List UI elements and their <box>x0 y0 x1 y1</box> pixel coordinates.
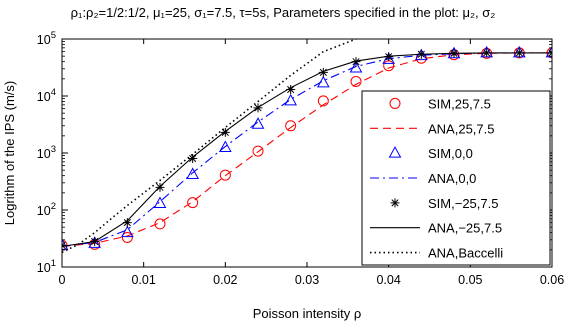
x-tick-label: 0.05 <box>458 273 482 287</box>
legend-swatch <box>390 198 400 208</box>
series-1 <box>62 52 552 247</box>
legend-entry-6: ANA,Baccelli <box>370 246 503 261</box>
x-tick-label: 0 <box>59 273 66 287</box>
legend-swatch <box>389 97 401 109</box>
legend-entry-0: SIM,25,7.5 <box>389 96 491 111</box>
data-point <box>62 238 69 250</box>
y-tick-label: 103 <box>37 144 56 161</box>
series-line <box>62 52 552 247</box>
x-tick-label: 0.02 <box>213 273 237 287</box>
series-line <box>62 52 552 247</box>
legend-label: ANA,0,0 <box>428 171 476 186</box>
data-point <box>154 218 166 230</box>
x-tick-label: 0.03 <box>295 273 319 287</box>
series-6 <box>62 39 357 254</box>
y-axis-label: Logrithm of the IPS (m/s) <box>2 81 17 226</box>
legend-label: SIM,0,0 <box>428 146 473 161</box>
chart-title: ρ₁:ρ₂=1/2:1/2, μ₁=25, σ₁=7.5, τ=5s, Para… <box>71 5 496 20</box>
legend-label: SIM,25,7.5 <box>428 96 491 111</box>
data-point <box>316 75 330 88</box>
legend-label: ANA,−25,7.5 <box>428 221 502 236</box>
legend-entry-3: ANA,0,0 <box>370 171 476 186</box>
y-tick-label: 101 <box>37 258 56 275</box>
legend-entry-5: ANA,−25,7.5 <box>370 221 502 236</box>
data-point <box>284 93 298 106</box>
series-5 <box>62 52 552 247</box>
legend-swatch <box>388 146 402 158</box>
data-point <box>219 169 231 181</box>
data-point <box>285 120 297 132</box>
series-line <box>62 52 552 247</box>
data-point <box>186 167 200 179</box>
legend-label: SIM,−25,7.5 <box>428 196 498 211</box>
data-point <box>187 197 199 209</box>
data-point <box>122 218 132 228</box>
legend-entry-4: SIM,−25,7.5 <box>390 196 498 211</box>
x-tick-label: 0.04 <box>376 273 400 287</box>
data-point <box>317 95 329 107</box>
y-tick-label: 105 <box>37 30 56 47</box>
y-tick-label: 102 <box>37 201 56 218</box>
legend-label: ANA,25,7.5 <box>428 121 495 136</box>
data-point <box>252 145 264 157</box>
data-point <box>383 60 395 72</box>
data-point <box>286 85 296 95</box>
x-tick-label: 0.01 <box>131 273 155 287</box>
data-point <box>218 140 232 152</box>
x-tick-label: 0.06 <box>540 273 564 287</box>
legend-entry-2: SIM,0,0 <box>388 146 473 161</box>
data-point <box>120 225 134 238</box>
data-point <box>251 117 265 129</box>
data-point <box>350 75 362 87</box>
data-point <box>155 182 165 192</box>
data-point <box>121 231 133 243</box>
legend-label: ANA,Baccelli <box>428 246 503 261</box>
data-point <box>220 127 230 137</box>
data-point <box>349 60 363 73</box>
y-tick-label: 104 <box>37 87 56 104</box>
x-axis-label: Poisson intensity ρ <box>253 306 362 321</box>
data-point <box>153 196 167 209</box>
data-point <box>318 67 328 77</box>
series-3 <box>62 52 552 247</box>
legend: SIM,25,7.5 ANA,25,7.5 SIM,0,0 ANA,0,0 SIM,−2… <box>361 90 551 266</box>
series-line <box>62 39 357 254</box>
data-point <box>188 154 198 164</box>
legend-entry-1: ANA,25,7.5 <box>370 121 495 136</box>
plot-area <box>62 39 552 254</box>
data-point <box>351 57 361 67</box>
